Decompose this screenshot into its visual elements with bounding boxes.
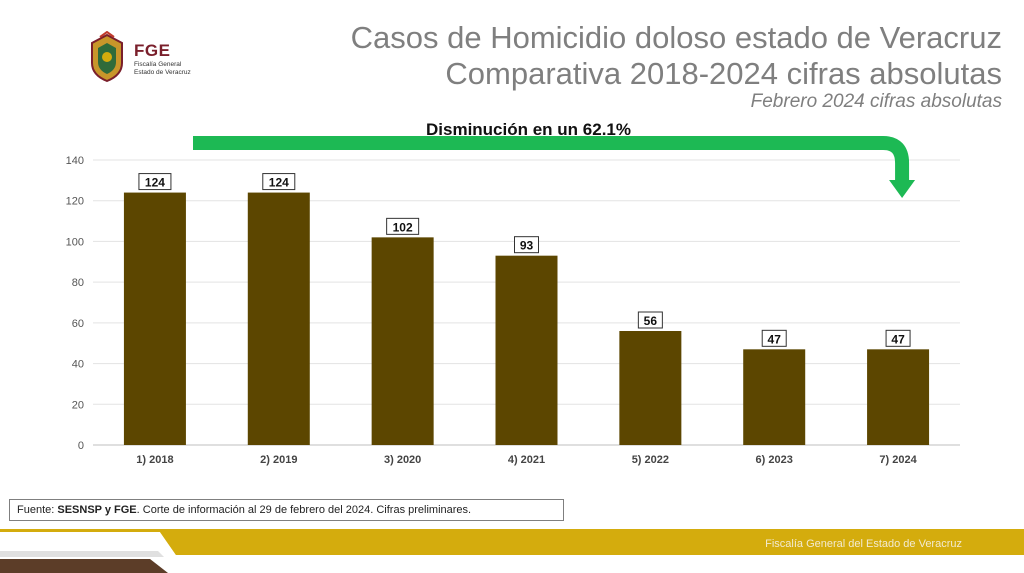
bar-2 bbox=[247, 192, 310, 445]
data-label-box bbox=[637, 311, 663, 329]
y-tick-label: 40 bbox=[72, 359, 84, 371]
source-note: Fuente: SESNSP y FGE. Corte de informaci… bbox=[9, 499, 564, 521]
y-axis-ticks: 0 20 40 60 80 100 120 140 bbox=[66, 155, 84, 452]
bar-4 bbox=[495, 255, 558, 445]
logo-line1: Fiscalía General bbox=[134, 61, 182, 68]
bar-5 bbox=[619, 331, 682, 445]
data-label-box bbox=[138, 173, 172, 191]
data-label: 47 bbox=[891, 332, 905, 346]
x-tick-label: 1) 2018 bbox=[136, 454, 173, 466]
y-tick-label: 120 bbox=[66, 196, 84, 208]
data-label: 102 bbox=[393, 220, 413, 234]
data-label-box bbox=[514, 236, 539, 254]
x-tick-label: 4) 2021 bbox=[508, 454, 545, 466]
x-tick-label: 3) 2020 bbox=[384, 454, 421, 466]
decrease-annotation: Disminución en un 62.1% bbox=[426, 120, 631, 139]
arrow-shaft bbox=[193, 136, 910, 182]
data-label: 47 bbox=[768, 332, 782, 346]
y-tick-label: 20 bbox=[72, 399, 84, 411]
bar-3 bbox=[371, 237, 434, 445]
data-label: 124 bbox=[269, 176, 289, 190]
source-bold: SESNSP y FGE bbox=[57, 504, 137, 516]
bar-7 bbox=[867, 349, 930, 445]
data-label-box bbox=[262, 173, 296, 191]
decrease-arrow-icon bbox=[193, 136, 916, 198]
veracruz-crest-icon bbox=[91, 31, 123, 83]
homicide-bar-chart: 124 124 102 93 56 47 47 0 20 40 60 80 100 120 140 1) … bbox=[66, 136, 960, 466]
source-rest: . Corte de información al 29 de febrero … bbox=[136, 504, 472, 516]
footer-band bbox=[0, 529, 1024, 573]
data-label: 93 bbox=[520, 239, 534, 253]
x-tick-label: 6) 2023 bbox=[756, 454, 793, 466]
data-label-box bbox=[885, 329, 911, 347]
data-label: 56 bbox=[644, 314, 658, 328]
footer-light-band bbox=[0, 551, 164, 557]
x-tick-label: 2) 2019 bbox=[260, 454, 297, 466]
y-tick-label: 60 bbox=[72, 318, 84, 330]
y-tick-label: 80 bbox=[72, 277, 84, 289]
data-label-box bbox=[761, 329, 787, 347]
x-axis-ticks: 1) 2018 2) 2019 3) 2020 4) 2021 5) 2022 6) 20… bbox=[136, 454, 917, 466]
logo-line2: Estado de Veracruz bbox=[134, 69, 191, 76]
y-tick-label: 100 bbox=[66, 236, 84, 248]
data-label-box bbox=[386, 217, 420, 235]
bar-6 bbox=[743, 349, 806, 445]
bar-1 bbox=[123, 192, 186, 445]
data-label: 124 bbox=[145, 176, 165, 190]
logo-acronym: FGE bbox=[134, 41, 171, 60]
y-tick-label: 0 bbox=[78, 440, 84, 452]
footer-dark-band bbox=[0, 559, 168, 573]
title-line2: Comparativa 2018-2024 cifras absolutas bbox=[445, 56, 1002, 91]
footer-gold-band-main bbox=[0, 529, 1024, 555]
source-label: Fuente: bbox=[17, 504, 58, 516]
x-tick-label: 5) 2022 bbox=[632, 454, 669, 466]
subtitle: Febrero 2024 cifras absolutas bbox=[750, 91, 1002, 112]
y-tick-label: 140 bbox=[66, 155, 84, 167]
footer-text: Fiscalía General del Estado de Veracruz bbox=[765, 538, 962, 550]
title-line1: Casos de Homicidio doloso estado de Vera… bbox=[350, 20, 1002, 55]
x-tick-label: 7) 2024 bbox=[879, 454, 917, 466]
fge-logo: FGE Fiscalía General Estado de Veracruz bbox=[86, 31, 206, 83]
page-title: Casos de Homicidio doloso estado de Vera… bbox=[351, 20, 1002, 114]
chart-bars: 124 124 102 93 56 47 47 bbox=[123, 173, 930, 445]
arrow-head bbox=[889, 180, 916, 198]
